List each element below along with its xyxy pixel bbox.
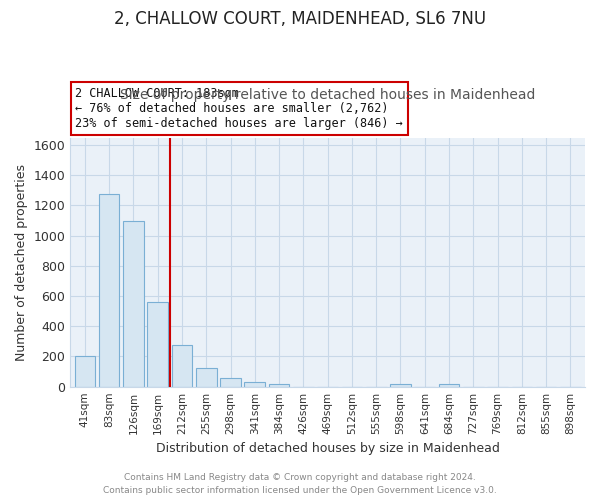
Bar — [172, 345, 192, 387]
Bar — [244, 382, 265, 386]
Bar — [390, 384, 411, 386]
Bar — [148, 302, 168, 386]
Bar — [123, 220, 144, 386]
Title: Size of property relative to detached houses in Maidenhead: Size of property relative to detached ho… — [120, 88, 535, 102]
Bar — [269, 384, 289, 386]
Text: Contains HM Land Registry data © Crown copyright and database right 2024.
Contai: Contains HM Land Registry data © Crown c… — [103, 474, 497, 495]
Bar — [196, 368, 217, 386]
X-axis label: Distribution of detached houses by size in Maidenhead: Distribution of detached houses by size … — [156, 442, 500, 455]
Y-axis label: Number of detached properties: Number of detached properties — [15, 164, 28, 360]
Text: 2 CHALLOW COURT: 183sqm
← 76% of detached houses are smaller (2,762)
23% of semi: 2 CHALLOW COURT: 183sqm ← 76% of detache… — [76, 87, 403, 130]
Bar — [99, 194, 119, 386]
Bar — [74, 356, 95, 386]
Bar — [439, 384, 460, 386]
Bar — [220, 378, 241, 386]
Text: 2, CHALLOW COURT, MAIDENHEAD, SL6 7NU: 2, CHALLOW COURT, MAIDENHEAD, SL6 7NU — [114, 10, 486, 28]
